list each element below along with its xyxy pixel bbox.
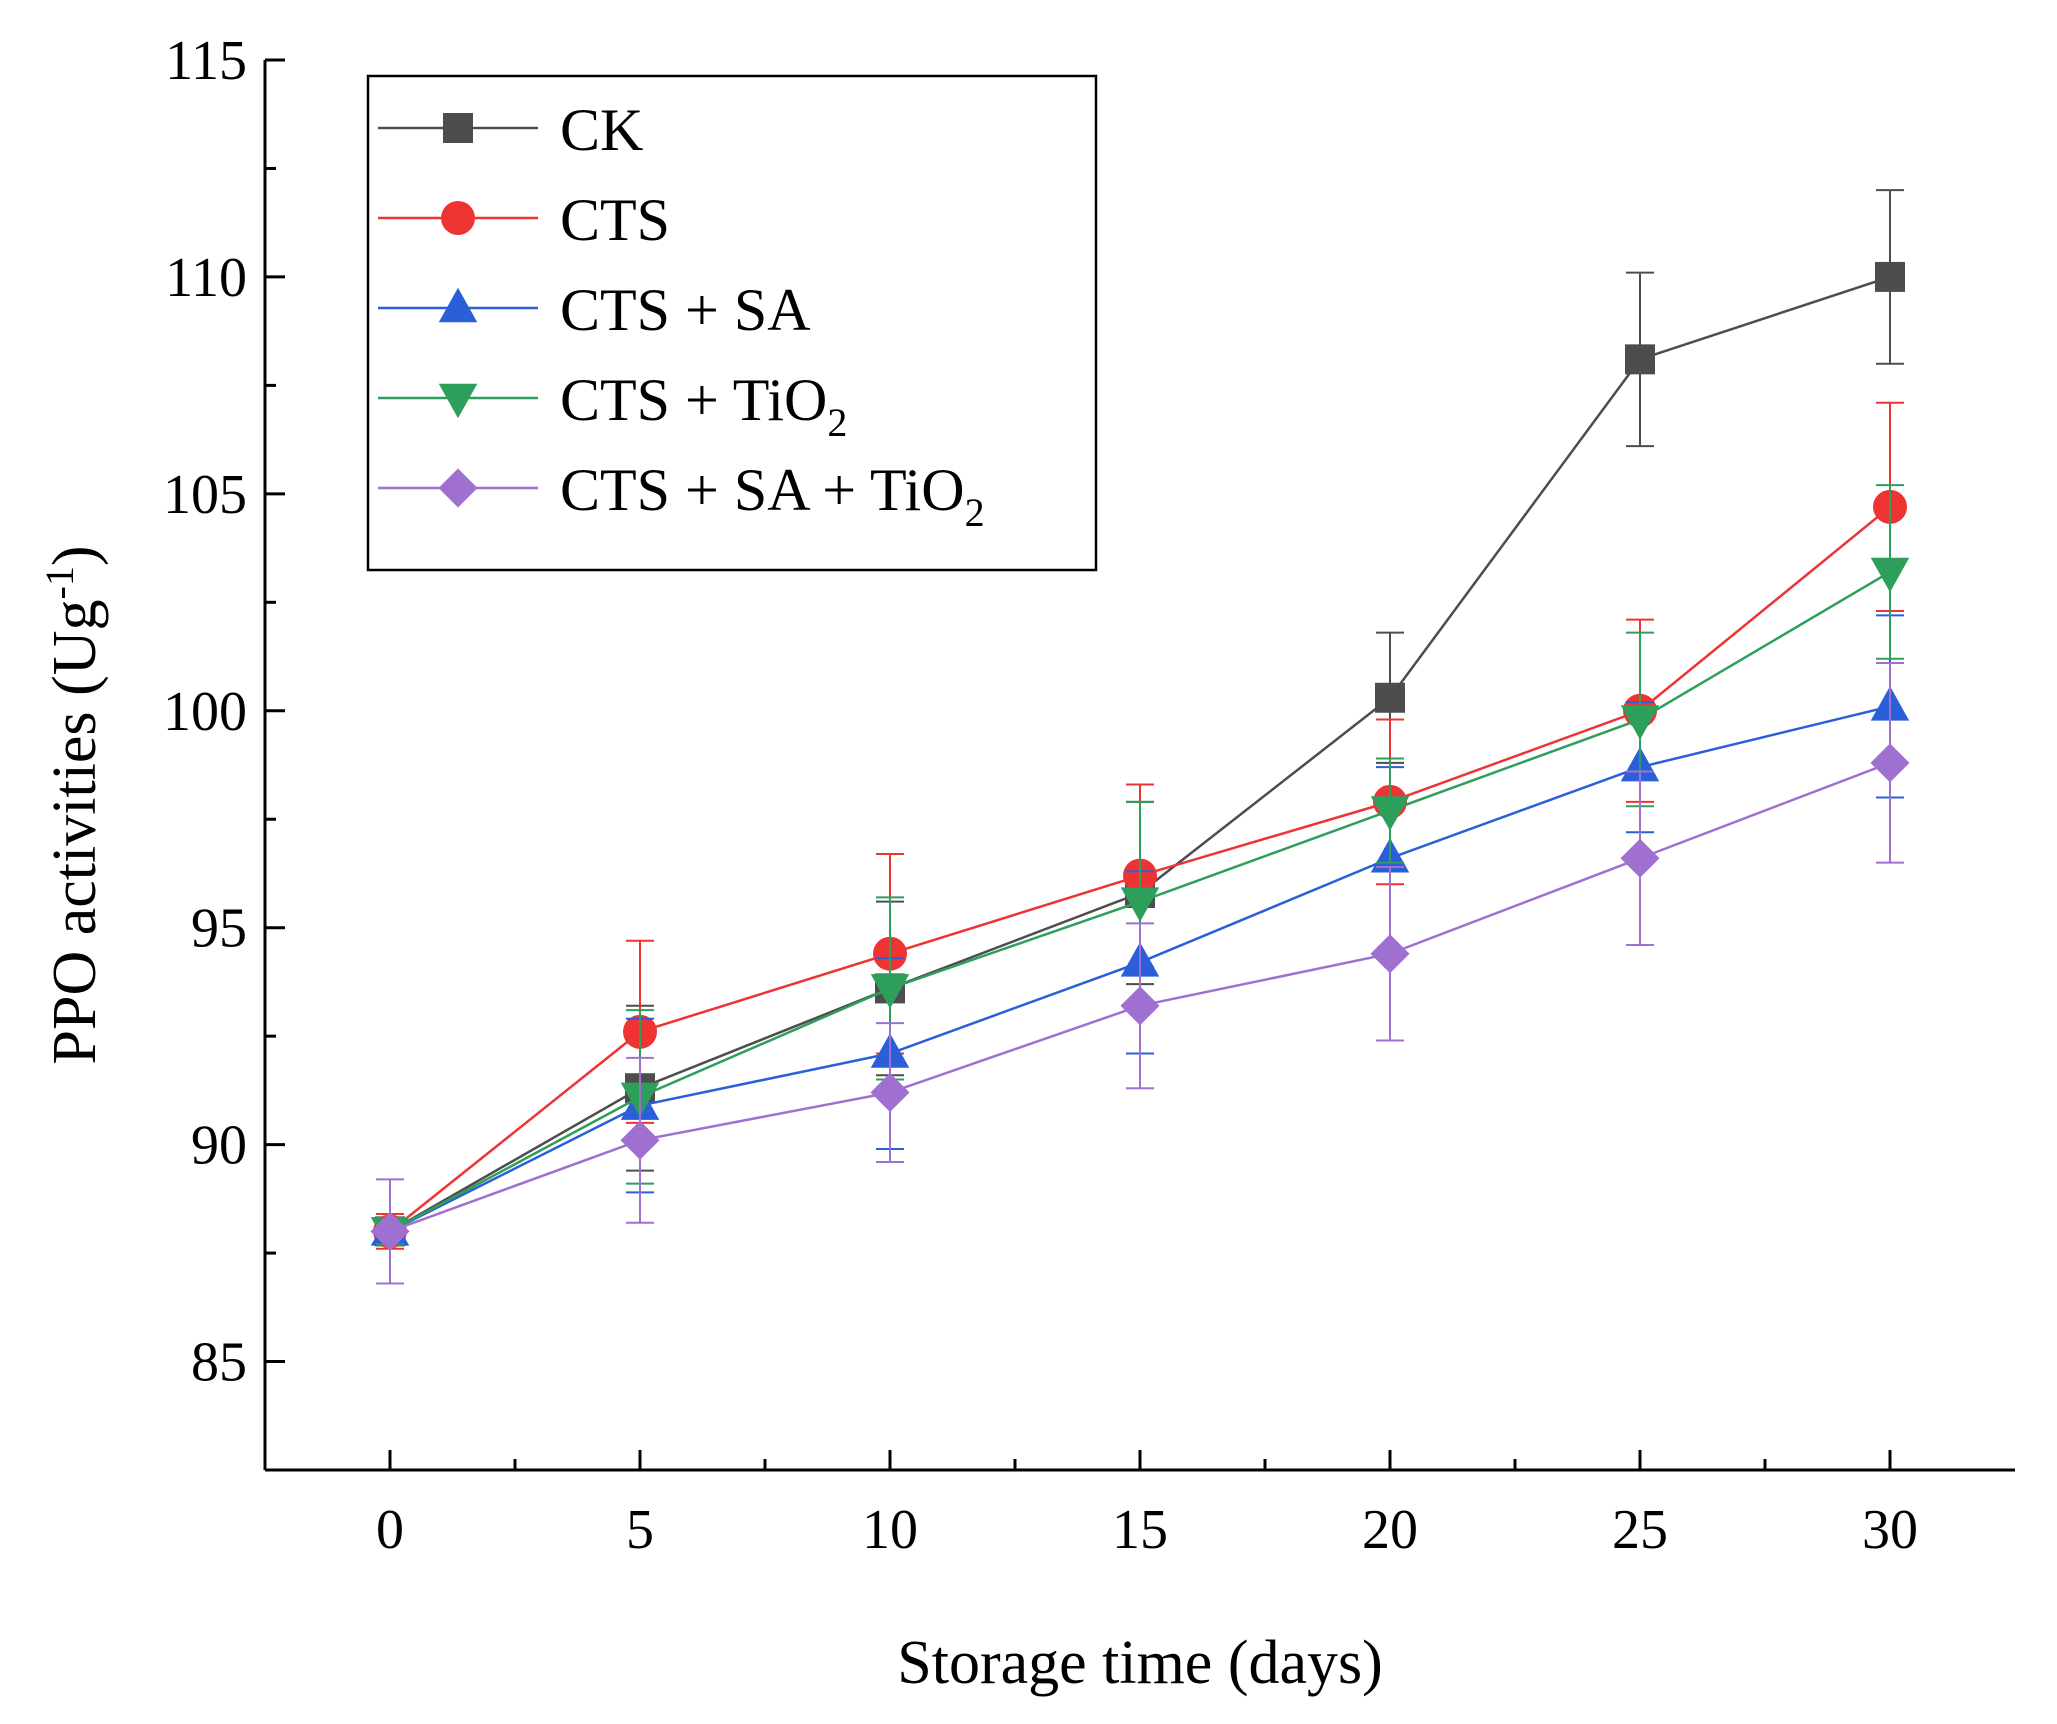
data-point — [1870, 743, 1910, 783]
legend-label: CTS — [560, 187, 670, 253]
legend-entry: CTS + SA + TiO2 — [378, 457, 985, 535]
data-point — [1375, 682, 1405, 713]
x-tick-label: 10 — [862, 1499, 918, 1561]
x-tick-label: 0 — [376, 1499, 404, 1561]
legend-entry: CTS + TiO2 — [378, 367, 847, 445]
x-tick-label: 25 — [1612, 1499, 1668, 1561]
x-tick-label: 5 — [626, 1499, 654, 1561]
x-axis-ticks: 0 5 10 15 20 25 30 — [376, 1450, 1918, 1561]
y-tick-label: 110 — [165, 247, 247, 309]
data-point — [620, 1120, 660, 1160]
x-tick-label: 15 — [1112, 1499, 1168, 1561]
legend-marker — [441, 201, 475, 235]
data-point — [1625, 344, 1655, 375]
y-axis-ticks: 85 90 95 100 105 110 115 — [163, 30, 285, 1394]
y-axis-title-close: ) — [41, 546, 109, 567]
data-point — [1370, 796, 1410, 831]
legend-entry: CK — [378, 97, 643, 163]
data-point — [370, 1211, 410, 1251]
legend-marker — [438, 383, 478, 419]
legend-marker — [438, 287, 478, 323]
legend: CK CTS CTS + SA CTS + TiO2 CTS + SA + TiO2 — [366, 74, 1098, 572]
x-axis-title: Storage time (days) — [897, 1629, 1383, 1697]
legend-label: CTS + SA + TiO2 — [560, 457, 985, 535]
x-tick-label: 30 — [1862, 1499, 1918, 1561]
y-tick-label: 115 — [165, 30, 247, 92]
legend-label: CTS + SA — [560, 277, 811, 343]
data-point — [1875, 261, 1905, 292]
y-tick-label: 105 — [163, 464, 247, 526]
data-point — [1870, 557, 1910, 593]
legend-entry: CTS — [378, 187, 670, 253]
y-tick-label: 90 — [191, 1115, 247, 1177]
data-point — [1120, 887, 1160, 922]
y-tick-label: 95 — [191, 898, 247, 960]
y-tick-label: 100 — [163, 681, 247, 743]
data-point — [1620, 838, 1660, 878]
y-axis-title: PPO activities (Ug-1) — [37, 546, 110, 1065]
data-point — [1620, 705, 1660, 740]
data-point — [870, 974, 910, 1009]
data-point — [870, 1073, 910, 1113]
y-axis-title-main: PPO activities (Ug — [41, 600, 109, 1065]
y-tick-label: 85 — [191, 1332, 247, 1394]
legend-marker — [443, 113, 473, 143]
legend-entry: CTS + SA — [378, 277, 811, 343]
y-axis-title-superscript: -1 — [37, 566, 82, 599]
legend-label: CK — [560, 97, 643, 163]
x-tick-label: 20 — [1362, 1499, 1418, 1561]
data-point — [1120, 986, 1160, 1026]
legend-label: CTS + TiO2 — [560, 367, 847, 445]
data-point — [1370, 934, 1410, 974]
series-cts-sa-tio2 — [370, 662, 1910, 1285]
series-layer — [370, 189, 1910, 1285]
legend-marker — [438, 468, 478, 508]
